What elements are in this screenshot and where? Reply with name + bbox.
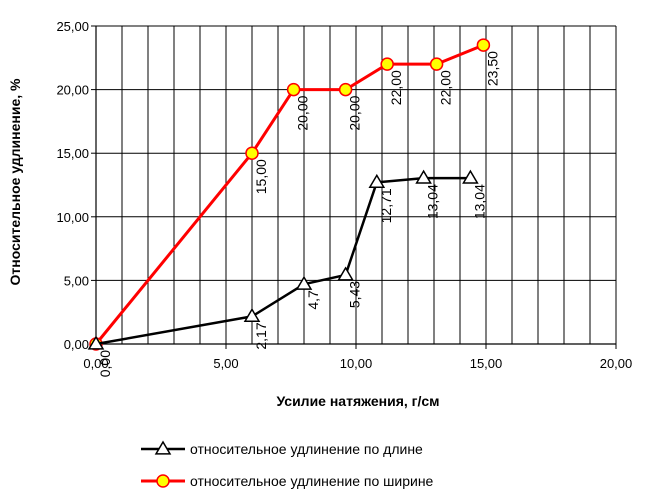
data-label: 12,71 <box>378 188 394 223</box>
legend-marker <box>156 474 170 488</box>
data-point <box>286 82 301 97</box>
data-point <box>476 38 491 52</box>
y-tick-label: 0,00 <box>64 337 89 352</box>
x-axis-title: Усилие натяжения, г/см <box>276 393 439 409</box>
y-tick-label: 10,00 <box>56 210 89 225</box>
data-label: 22,00 <box>388 70 404 105</box>
data-point <box>462 169 479 184</box>
y-tick-labels: 0,00 5,00 10,00 15,00 20,00 25,00 <box>56 19 89 352</box>
legend-label: относительное удлинение по ширине <box>190 473 434 489</box>
data-point <box>380 57 394 71</box>
data-point <box>338 82 353 97</box>
data-label: 13,04 <box>425 184 441 219</box>
data-point <box>368 173 386 188</box>
y-tick-label: 20,00 <box>56 83 89 98</box>
legend-marker <box>154 440 172 455</box>
data-point <box>243 307 261 323</box>
y-tick-label: 15,00 <box>56 146 89 161</box>
data-label: 5,43 <box>347 281 363 308</box>
data-label: 13,04 <box>471 184 487 219</box>
data-label: 20,00 <box>347 95 363 130</box>
data-point <box>337 266 354 281</box>
legend-label: относительное удлинение по длине <box>190 441 423 457</box>
x-tick-label: 20,00 <box>600 356 633 371</box>
data-label: 20,00 <box>295 95 311 130</box>
legend: относительное удлинение по длине относите… <box>141 440 434 489</box>
data-label: 4,7 <box>305 290 321 310</box>
data-label: 2,17 <box>253 322 269 349</box>
data-label: 23,50 <box>484 51 500 86</box>
data-point <box>415 169 432 184</box>
data-label: 0,00 <box>97 350 113 377</box>
y-tick-label: 25,00 <box>56 19 89 34</box>
x-tick-label: 10,00 <box>340 356 373 371</box>
y-tick-label: 5,00 <box>64 273 89 288</box>
data-point <box>295 275 313 290</box>
x-tick-labels: 0,00 5,00 10,00 15,00 20,00 <box>83 356 632 371</box>
data-label: 15,00 <box>253 159 269 194</box>
x-tick-label: 15,00 <box>470 356 503 371</box>
data-labels: 0,00 2,17 4,7 5,43 12,71 13,04 13,04 15,00 20,00… <box>97 51 500 377</box>
x-tick-label: 5,00 <box>213 356 238 371</box>
x-tick-label: 0,00 <box>83 356 108 371</box>
data-point <box>429 57 444 71</box>
data-point <box>87 335 105 350</box>
series-group <box>87 38 491 351</box>
data-point <box>245 146 259 160</box>
y-axis-title: Относительное удлинение, % <box>7 78 23 285</box>
data-label: 22,00 <box>438 70 454 105</box>
